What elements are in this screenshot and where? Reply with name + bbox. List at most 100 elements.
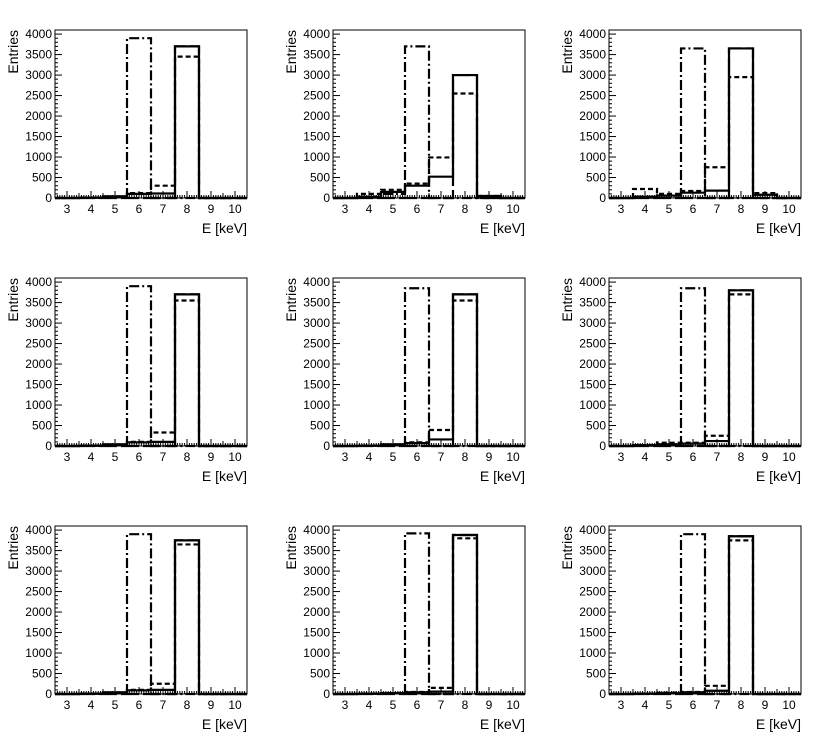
- y-tick-label: 3000: [25, 68, 52, 82]
- y-tick-label: 1000: [25, 398, 52, 412]
- x-tick-label: 7: [160, 202, 167, 216]
- x-tick-label: 9: [486, 450, 493, 464]
- x-tick-label: 7: [714, 698, 721, 712]
- x-tick-label: 8: [462, 450, 469, 464]
- x-tick-label: 8: [738, 450, 745, 464]
- histogram-svg: 0 500 1000 1500 2000 2500 3000 3500 4000 3 4 5 6 7 8 9 1…: [559, 523, 802, 732]
- histogram-series-longdash: [333, 73, 525, 200]
- y-tick-label: 4000: [303, 523, 330, 537]
- y-tick-label: 1500: [25, 378, 52, 392]
- x-tick-label: 10: [228, 202, 242, 216]
- histogram-series-longdash: [55, 293, 247, 448]
- x-tick-label: 10: [506, 450, 520, 464]
- x-tick-label: 9: [208, 450, 215, 464]
- y-tick-label: 0: [599, 687, 606, 701]
- x-tick-label: 7: [438, 698, 445, 712]
- y-axis-title: Entries: [5, 526, 21, 570]
- x-tick-label: 10: [228, 698, 242, 712]
- histogram-panel-3: 0 500 1000 1500 2000 2500 3000 3500 4000 3 4 5 6 7 8 9 1…: [559, 20, 819, 250]
- y-axis-title: Entries: [283, 278, 299, 322]
- histogram-series-longdash: [333, 533, 525, 696]
- y-tick-label: 3000: [579, 316, 606, 330]
- y-tick-label: 2500: [579, 337, 606, 351]
- x-tick-label: 4: [366, 698, 373, 712]
- y-tick-label: 4000: [303, 27, 330, 41]
- x-tick-label: 5: [390, 450, 397, 464]
- y-tick-label: 500: [586, 667, 606, 681]
- y-tick-label: 3500: [303, 544, 330, 558]
- y-axis-title: Entries: [559, 526, 575, 570]
- histogram-svg: 0 500 1000 1500 2000 2500 3000 3500 4000 3 4 5 6 7 8 9 1…: [559, 275, 802, 484]
- y-tick-label: 1000: [25, 646, 52, 660]
- y-axis-title: Entries: [559, 278, 575, 322]
- y-tick-label: 1500: [579, 130, 606, 144]
- x-tick-label: 3: [342, 450, 349, 464]
- histogram-panel-2: 0 500 1000 1500 2000 2500 3000 3500 4000 3 4 5 6 7 8 9 1…: [283, 20, 543, 250]
- y-tick-label: 2000: [579, 605, 606, 619]
- y-tick-label: 3000: [579, 564, 606, 578]
- x-axis-title: E [keV]: [756, 220, 801, 236]
- histogram-svg: 0 500 1000 1500 2000 2500 3000 3500 4000 3 4 5 6 7 8 9 1…: [5, 27, 248, 236]
- histogram-series-dashdot: [55, 533, 247, 696]
- y-tick-label: 2500: [25, 89, 52, 103]
- y-tick-label: 3500: [25, 48, 52, 62]
- histogram-series-longdash: [55, 45, 247, 200]
- x-tick-label: 9: [762, 202, 769, 216]
- histogram-series-dashdot: [333, 287, 525, 448]
- x-tick-label: 8: [738, 202, 745, 216]
- histogram-series-dashdot: [609, 533, 801, 696]
- y-tick-label: 0: [323, 687, 330, 701]
- y-tick-label: 3000: [25, 316, 52, 330]
- y-tick-label: 500: [310, 419, 330, 433]
- x-axis-title: E [keV]: [480, 468, 525, 484]
- x-tick-label: 9: [208, 698, 215, 712]
- y-tick-label: 2500: [579, 585, 606, 599]
- y-tick-label: 1500: [579, 626, 606, 640]
- x-axis-title: E [keV]: [480, 716, 525, 732]
- x-tick-label: 6: [136, 698, 143, 712]
- y-tick-label: 1000: [579, 646, 606, 660]
- x-tick-label: 6: [136, 450, 143, 464]
- y-tick-label: 2000: [25, 605, 52, 619]
- y-axis-title: Entries: [5, 30, 21, 74]
- x-tick-label: 5: [112, 450, 119, 464]
- x-tick-label: 6: [414, 698, 421, 712]
- y-tick-label: 2000: [303, 109, 330, 123]
- y-tick-label: 3500: [579, 48, 606, 62]
- y-tick-label: 500: [586, 419, 606, 433]
- histogram-panel-6: 0 500 1000 1500 2000 2500 3000 3500 4000 3 4 5 6 7 8 9 1…: [559, 268, 819, 498]
- histogram-series-dashed: [333, 92, 525, 200]
- histogram-panel-1: 0 500 1000 1500 2000 2500 3000 3500 4000 3 4 5 6 7 8 9 1…: [5, 20, 265, 250]
- y-tick-label: 1000: [303, 398, 330, 412]
- x-tick-label: 3: [342, 698, 349, 712]
- y-tick-label: 0: [323, 439, 330, 453]
- x-tick-label: 3: [64, 202, 71, 216]
- x-tick-label: 6: [690, 450, 697, 464]
- y-tick-label: 2500: [303, 337, 330, 351]
- x-tick-label: 4: [642, 450, 649, 464]
- x-tick-label: 8: [184, 202, 191, 216]
- histogram-series-dashed: [609, 76, 801, 200]
- y-tick-label: 0: [323, 191, 330, 205]
- x-tick-label: 9: [208, 202, 215, 216]
- x-tick-label: 9: [486, 202, 493, 216]
- y-tick-label: 500: [32, 171, 52, 185]
- x-tick-label: 3: [618, 698, 625, 712]
- x-tick-label: 10: [782, 450, 796, 464]
- histogram-series-longdash: [609, 535, 801, 696]
- x-tick-label: 3: [64, 450, 71, 464]
- x-axis-title: E [keV]: [202, 220, 247, 236]
- x-tick-label: 6: [136, 202, 143, 216]
- x-tick-label: 7: [160, 698, 167, 712]
- y-tick-label: 3000: [303, 316, 330, 330]
- histogram-series-longdash: [609, 47, 801, 200]
- x-axis-title: E [keV]: [756, 468, 801, 484]
- x-tick-label: 4: [88, 202, 95, 216]
- histogram-svg: 0 500 1000 1500 2000 2500 3000 3500 4000 3 4 5 6 7 8 9 1…: [5, 523, 248, 732]
- y-tick-label: 500: [32, 419, 52, 433]
- y-tick-label: 0: [45, 687, 52, 701]
- y-tick-label: 1500: [25, 130, 52, 144]
- histogram-series-dashdot: [55, 285, 247, 448]
- histogram-svg: 0 500 1000 1500 2000 2500 3000 3500 4000 3 4 5 6 7 8 9 1…: [5, 275, 248, 484]
- y-tick-label: 1000: [25, 150, 52, 164]
